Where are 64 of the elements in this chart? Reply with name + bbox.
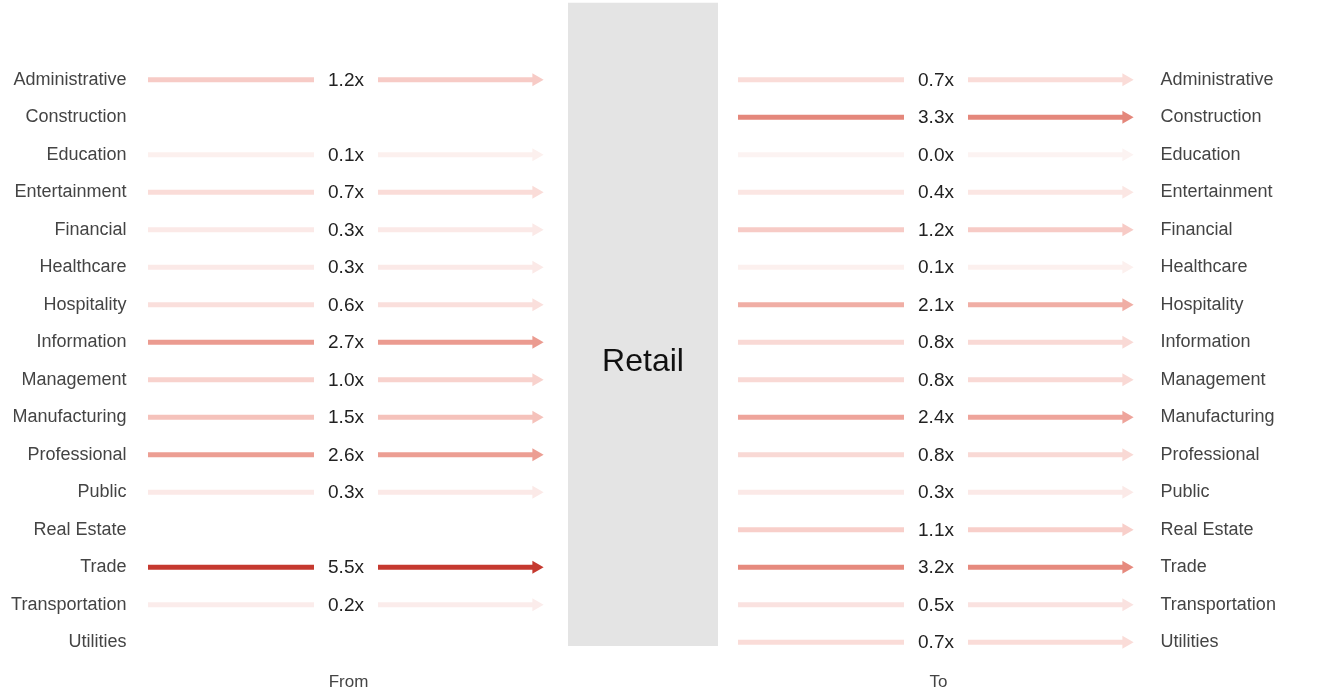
data-label: 2.4x <box>918 406 955 428</box>
data-label: 0.6x <box>328 293 365 315</box>
category-label: Real Estate <box>1160 518 1254 539</box>
data-label: 0.3x <box>328 256 365 278</box>
y-tick-label: Professional <box>27 443 127 464</box>
data-label: 0.7x <box>918 631 955 653</box>
data-label: 0.8x <box>918 443 955 465</box>
category-label: Professional <box>1160 443 1260 464</box>
x-tick-label: To <box>929 671 948 691</box>
category-label: Management <box>1160 368 1266 389</box>
y-tick-label: Financial <box>54 218 127 239</box>
category-label: Public <box>1160 481 1210 502</box>
y-tick-label: Hospitality <box>43 293 127 314</box>
category-label: Entertainment <box>1160 181 1273 202</box>
data-label: 0.0x <box>918 143 955 165</box>
y-tick-label: Utilities <box>68 631 127 652</box>
y-tick-label: Education <box>46 143 127 164</box>
x-tick-label: From <box>328 671 369 691</box>
y-tick-label: Public <box>77 481 127 502</box>
data-label: 1.2x <box>918 218 955 240</box>
data-label: 2.1x <box>918 293 955 315</box>
data-label: 1.2x <box>328 68 365 90</box>
category-label: Administrative <box>1160 68 1274 89</box>
data-label: 0.8x <box>918 368 955 390</box>
data-label: 1.1x <box>918 518 955 540</box>
y-tick-label: Entertainment <box>14 181 127 202</box>
y-tick-label: Transportation <box>11 593 127 614</box>
data-label: 3.2x <box>918 556 955 578</box>
y-tick-label: Administrative <box>13 68 127 89</box>
y-tick-label: Management <box>21 368 127 389</box>
y-tick-label: Manufacturing <box>12 406 127 427</box>
data-label: 1.5x <box>328 406 365 428</box>
category-label: Healthcare <box>1160 256 1248 277</box>
category-label: Construction <box>1160 106 1262 127</box>
data-label: 3.3x <box>918 106 955 128</box>
category-label: Information <box>1160 331 1251 352</box>
data-label: 0.3x <box>918 481 955 503</box>
y-tick-label: Trade <box>80 556 127 577</box>
data-label: 0.1x <box>328 143 365 165</box>
data-label: 0.5x <box>918 593 955 615</box>
data-label: 0.4x <box>918 181 955 203</box>
category-label: Transportation <box>1160 593 1276 614</box>
y-tick-label: Real Estate <box>33 518 127 539</box>
data-label: 0.8x <box>918 331 955 353</box>
y-tick-label: Information <box>36 331 127 352</box>
category-label: Utilities <box>1160 631 1219 652</box>
data-label: 0.3x <box>328 218 365 240</box>
category-label: Hospitality <box>1160 293 1244 314</box>
category-label: Financial <box>1160 218 1233 239</box>
y-tick-label: Construction <box>25 106 127 127</box>
data-label: 0.2x <box>328 593 365 615</box>
category-label: Manufacturing <box>1160 406 1275 427</box>
data-label: 0.7x <box>328 181 365 203</box>
y-tick-label: Healthcare <box>39 256 127 277</box>
data-label: 2.7x <box>328 331 365 353</box>
category-label: Education <box>1160 143 1241 164</box>
data-label: 0.1x <box>918 256 955 278</box>
data-label: 2.6x <box>328 443 365 465</box>
category-label: Trade <box>1160 556 1207 577</box>
text: Retail <box>602 342 684 378</box>
data-label: 0.3x <box>328 481 365 503</box>
data-label: 5.5x <box>328 556 365 578</box>
data-label: 1.0x <box>328 368 365 390</box>
data-label: 0.7x <box>918 68 955 90</box>
